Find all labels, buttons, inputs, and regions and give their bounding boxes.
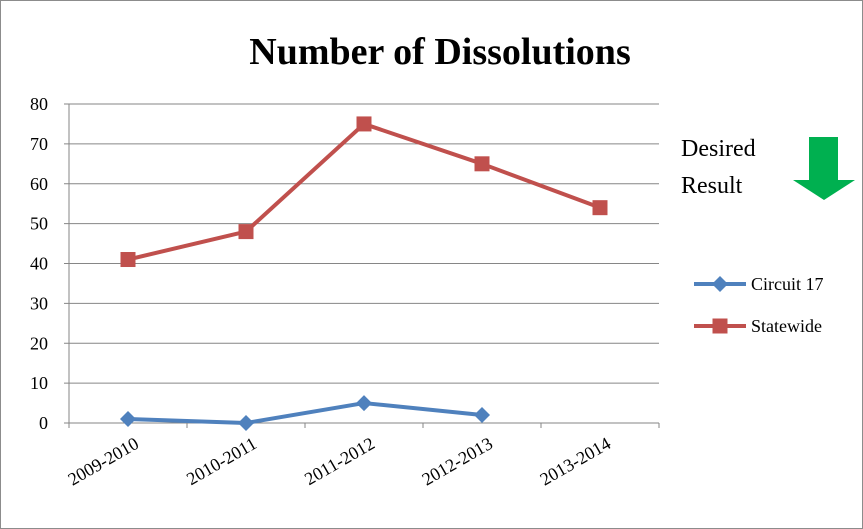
y-tick-label: 40	[30, 254, 48, 274]
y-tick-label: 50	[30, 214, 48, 234]
data-point	[120, 252, 136, 268]
y-tick-label: 70	[30, 134, 48, 154]
data-point	[238, 415, 254, 431]
x-tick-label: 2013-2014	[536, 433, 614, 489]
data-point	[474, 156, 490, 172]
data-point	[238, 224, 254, 240]
legend-marker	[712, 318, 728, 334]
legend-item: Circuit 17	[694, 274, 824, 294]
annotation-desired: Desired	[681, 136, 756, 162]
data-point	[356, 395, 372, 412]
down-arrow-icon	[793, 137, 855, 200]
x-tick-label: 2010-2011	[183, 433, 260, 489]
x-tick-label: 2012-2013	[418, 433, 496, 489]
x-tick-label: 2011-2012	[301, 433, 378, 489]
legend-marker	[712, 276, 728, 292]
axes	[68, 104, 660, 428]
data-point	[356, 116, 372, 132]
legend-label: Statewide	[751, 316, 822, 336]
annotation-result: Result	[681, 173, 743, 199]
y-tick-label: 0	[39, 413, 48, 433]
series-layer	[120, 116, 608, 431]
series-1	[120, 116, 608, 268]
legend-label: Circuit 17	[751, 274, 824, 294]
legend-item: Statewide	[694, 316, 822, 336]
y-tick-label: 10	[30, 373, 48, 393]
x-tick-label: 2009-2010	[64, 433, 142, 489]
series-line	[127, 401, 483, 425]
y-tick-label: 20	[30, 333, 48, 353]
legend: Circuit 17 Statewide	[694, 274, 824, 336]
data-point	[592, 200, 608, 216]
y-tick-label: 30	[30, 293, 48, 313]
y-tick-label: 60	[30, 174, 48, 194]
data-point	[474, 407, 490, 424]
data-point	[120, 411, 136, 428]
chart-title: Number of Dissolutions	[249, 31, 630, 73]
y-axis-tick-labels: 0 10 20 30 40 50 60 70 80	[30, 94, 48, 433]
y-tick-label: 80	[30, 94, 48, 114]
x-axis-tick-labels: 2009-2010 2010-2011 2011-2012 2012-2013 2013…	[64, 433, 614, 489]
series-0	[120, 395, 490, 431]
gridlines	[64, 103, 659, 424]
